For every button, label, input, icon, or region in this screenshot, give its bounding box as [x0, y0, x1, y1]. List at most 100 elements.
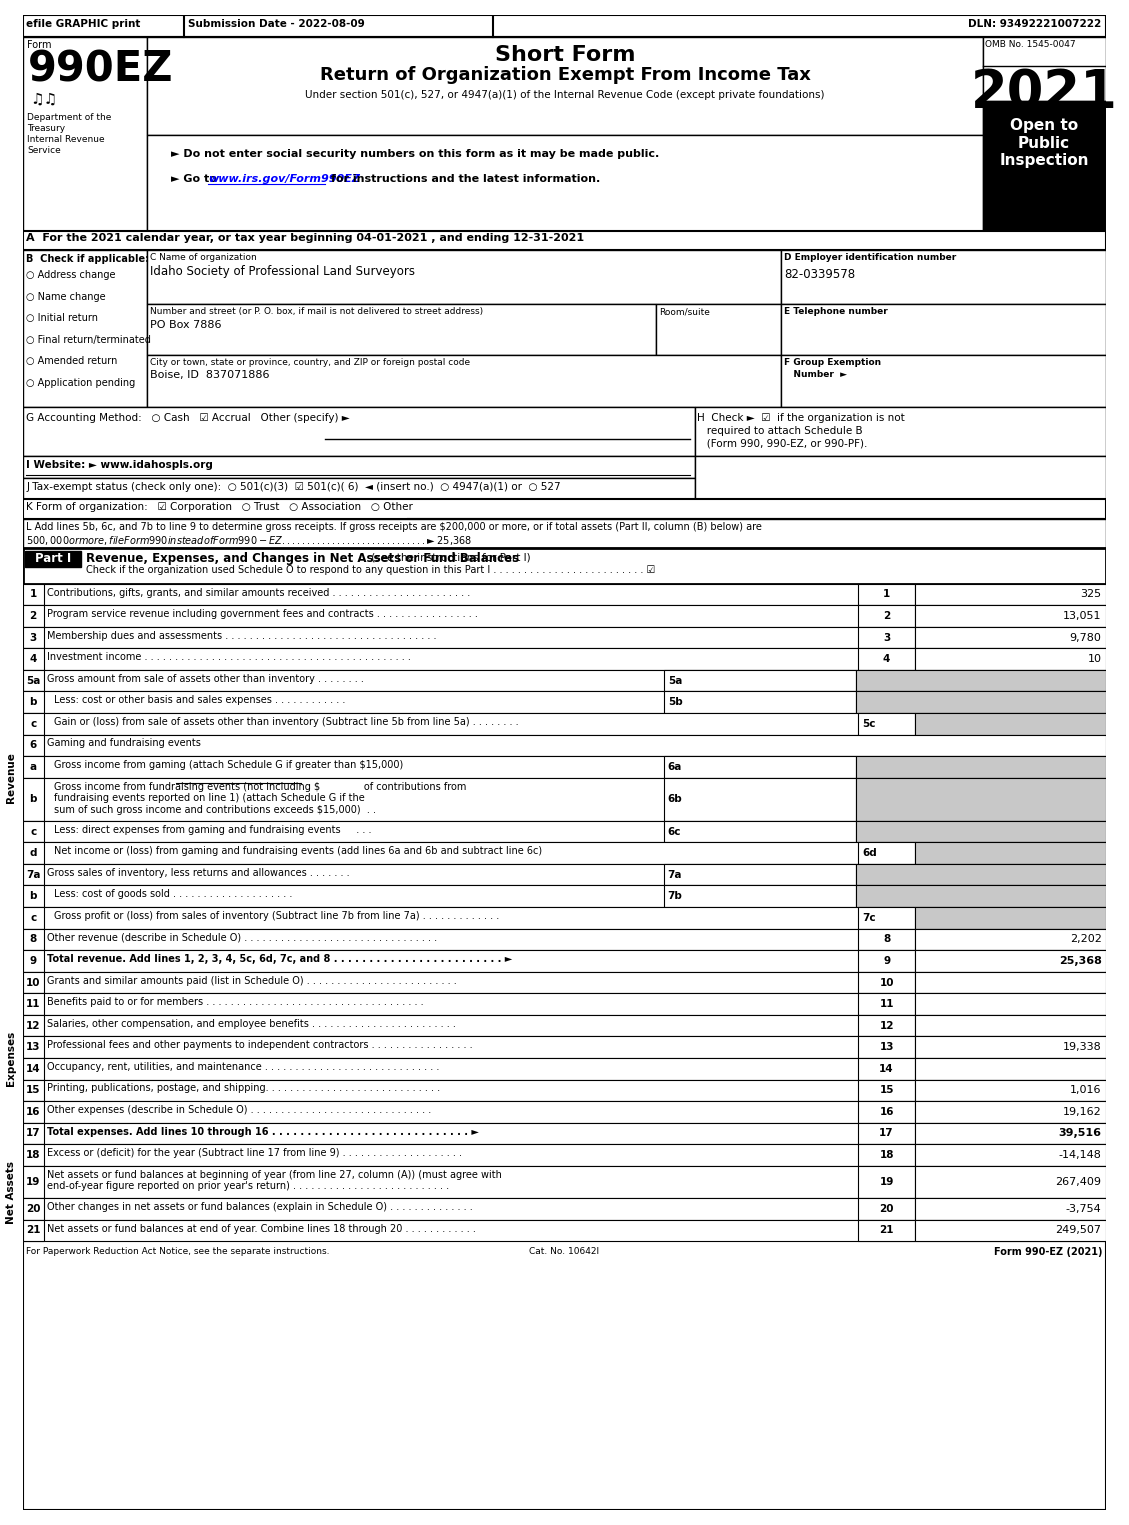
- Text: Idaho Society of Professional Land Surveyors: Idaho Society of Professional Land Surve…: [150, 265, 415, 278]
- Text: Revenue: Revenue: [6, 752, 16, 804]
- Bar: [916, 1058, 1106, 1080]
- Bar: [23, 1199, 44, 1220]
- Text: F Group Exemption: F Group Exemption: [784, 358, 881, 368]
- Text: c: c: [30, 913, 36, 923]
- Bar: [23, 669, 44, 691]
- Bar: [916, 648, 1106, 669]
- Bar: [856, 669, 1106, 691]
- Bar: [23, 820, 44, 842]
- Text: Professional fees and other payments to independent contractors . . . . . . . . : Professional fees and other payments to …: [46, 1040, 472, 1051]
- Text: 9: 9: [29, 956, 37, 965]
- Bar: [23, 584, 1106, 605]
- Bar: [23, 648, 1106, 669]
- Bar: [982, 37, 1106, 101]
- Text: -3,754: -3,754: [1066, 1203, 1102, 1214]
- Text: 16: 16: [26, 1107, 41, 1116]
- Text: Less: cost of goods sold . . . . . . . . . . . . . . . . . . . .: Less: cost of goods sold . . . . . . . .…: [54, 889, 292, 900]
- Bar: [23, 1122, 1106, 1144]
- Text: Form: Form: [27, 40, 52, 50]
- Text: Gross profit or (loss) from sales of inventory (Subtract line 7b from line 7a) .: Gross profit or (loss) from sales of inv…: [54, 910, 499, 921]
- Text: Open to
Public
Inspection: Open to Public Inspection: [999, 117, 1088, 168]
- Bar: [858, 907, 916, 929]
- Text: 2: 2: [29, 612, 37, 621]
- Bar: [916, 842, 1106, 865]
- Bar: [858, 1199, 916, 1220]
- Bar: [148, 250, 781, 305]
- Text: 10: 10: [879, 978, 894, 988]
- Text: Net income or (loss) from gaming and fundraising events (add lines 6a and 6b and: Net income or (loss) from gaming and fun…: [54, 846, 542, 857]
- Bar: [694, 456, 1106, 499]
- Bar: [858, 648, 916, 669]
- Text: 19: 19: [26, 1177, 41, 1186]
- Text: Other expenses (describe in Schedule O) . . . . . . . . . . . . . . . . . . . . : Other expenses (describe in Schedule O) …: [46, 1106, 431, 1115]
- Text: 267,409: 267,409: [1056, 1177, 1102, 1186]
- Bar: [23, 605, 44, 627]
- Bar: [23, 907, 44, 929]
- Bar: [23, 1144, 1106, 1165]
- Text: Number  ►: Number ►: [784, 371, 847, 380]
- Text: Program service revenue including government fees and contracts . . . . . . . . : Program service revenue including govern…: [46, 608, 478, 619]
- Text: 19,162: 19,162: [1062, 1107, 1102, 1116]
- Text: ○ Application pending: ○ Application pending: [26, 378, 135, 387]
- Text: 7b: 7b: [667, 891, 683, 901]
- Text: 19: 19: [879, 1177, 894, 1186]
- Text: Boise, ID  837071886: Boise, ID 837071886: [150, 371, 270, 380]
- Bar: [23, 778, 44, 820]
- Text: Treasury: Treasury: [27, 124, 65, 133]
- Text: Net Assets: Net Assets: [6, 1161, 16, 1225]
- Bar: [858, 1165, 916, 1199]
- Text: 15: 15: [879, 1086, 894, 1095]
- Bar: [23, 407, 694, 456]
- Text: 1,016: 1,016: [1070, 1086, 1102, 1095]
- Bar: [23, 950, 1106, 971]
- Text: Submission Date - 2022-08-09: Submission Date - 2022-08-09: [187, 20, 365, 29]
- Bar: [23, 627, 44, 648]
- Text: Less: direct expenses from gaming and fundraising events     . . .: Less: direct expenses from gaming and fu…: [54, 825, 378, 834]
- Text: 6c: 6c: [667, 827, 681, 837]
- Text: C Name of organization: C Name of organization: [150, 253, 257, 262]
- Text: OMB No. 1545-0047: OMB No. 1545-0047: [986, 40, 1076, 49]
- Bar: [23, 1037, 1106, 1058]
- Bar: [916, 907, 1106, 929]
- Bar: [23, 627, 1106, 648]
- Text: 82-0339578: 82-0339578: [784, 268, 855, 281]
- Bar: [23, 691, 1106, 714]
- Text: 9: 9: [883, 956, 890, 965]
- Text: for instructions and the latest information.: for instructions and the latest informat…: [327, 174, 601, 185]
- Bar: [858, 1058, 916, 1080]
- Bar: [23, 756, 44, 778]
- Bar: [781, 305, 1106, 355]
- Bar: [856, 691, 1106, 714]
- Bar: [858, 1101, 916, 1122]
- Bar: [858, 842, 916, 865]
- Text: 7a: 7a: [667, 869, 682, 880]
- Text: ► Do not enter social security numbers on this form as it may be made public.: ► Do not enter social security numbers o…: [172, 148, 659, 159]
- Text: c: c: [30, 718, 36, 729]
- Text: 6: 6: [29, 740, 37, 750]
- Text: 1: 1: [883, 590, 890, 599]
- Text: Printing, publications, postage, and shipping. . . . . . . . . . . . . . . . . .: Printing, publications, postage, and shi…: [46, 1083, 439, 1093]
- Text: ○ Amended return: ○ Amended return: [26, 357, 117, 366]
- Bar: [856, 778, 1106, 820]
- Bar: [23, 1014, 1106, 1037]
- Bar: [23, 37, 148, 230]
- Text: Benefits paid to or for members . . . . . . . . . . . . . . . . . . . . . . . . : Benefits paid to or for members . . . . …: [46, 997, 423, 1006]
- Bar: [858, 929, 916, 950]
- Text: 16: 16: [879, 1107, 894, 1116]
- Text: Number and street (or P. O. box, if mail is not delivered to street address): Number and street (or P. O. box, if mail…: [150, 308, 483, 316]
- Bar: [856, 756, 1106, 778]
- Text: end-of-year figure reported on prior year's return) . . . . . . . . . . . . . . : end-of-year figure reported on prior yea…: [46, 1182, 448, 1191]
- Bar: [916, 1144, 1106, 1165]
- Text: fundraising events reported on line 1) (attach Schedule G if the: fundraising events reported on line 1) (…: [54, 793, 365, 804]
- Text: 5c: 5c: [863, 718, 876, 729]
- Text: 8: 8: [883, 935, 890, 944]
- Bar: [23, 499, 1106, 518]
- Text: 4: 4: [29, 654, 37, 663]
- Bar: [23, 842, 1106, 865]
- Text: 21: 21: [26, 1226, 41, 1235]
- Text: 14: 14: [26, 1064, 41, 1074]
- Bar: [781, 250, 1106, 305]
- Bar: [23, 929, 44, 950]
- Text: Other revenue (describe in Schedule O) . . . . . . . . . . . . . . . . . . . . .: Other revenue (describe in Schedule O) .…: [46, 932, 437, 942]
- Text: DLN: 93492221007222: DLN: 93492221007222: [969, 20, 1102, 29]
